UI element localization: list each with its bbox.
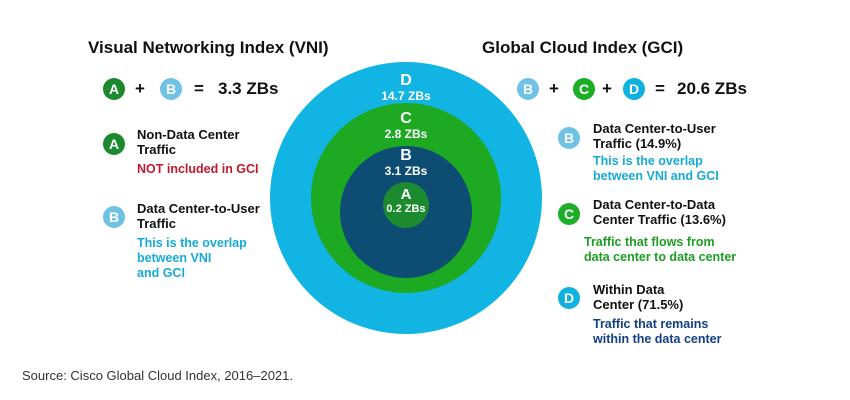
gci-item-c-badge: C [558, 203, 580, 225]
gci-eq-badge-b: B [517, 78, 539, 100]
vni-item-b-badge: B [103, 206, 125, 228]
gci-eq-badge-c: C [573, 78, 595, 100]
vni-eq-equals: = [194, 79, 204, 98]
gci-item-b-note: This is the overlap between VNI and GCI [593, 154, 793, 184]
gci-item-b-title-line2: Traffic (14.9%) [593, 136, 682, 151]
ring-a-letter: A [400, 186, 412, 203]
ring-a-value: 0.2 ZBs [386, 203, 426, 215]
ring-a-label: A 0.2 ZBs [376, 187, 436, 216]
gci-item-c-note: Traffic that flows from data center to d… [584, 235, 814, 265]
gci-title: Global Cloud Index (GCI) [482, 38, 684, 57]
gci-eq-badge-d: D [623, 78, 645, 100]
gci-item-b-badge: B [558, 127, 580, 149]
ring-b-letter: B [400, 147, 412, 164]
gci-item-b-title: Data Center-to-User Traffic (14.9%) [593, 121, 793, 151]
gci-item-d-title-line1: Within Data [593, 282, 665, 297]
vni-item-b-note-line2: between VNI [137, 251, 212, 265]
gci-item-b-note-line2: between VNI and GCI [593, 169, 719, 183]
vni-item-b-title-line1: Data Center-to-User [137, 201, 260, 216]
vni-eq-result: 3.3 ZBs [218, 79, 279, 98]
gci-item-c-note-line1: Traffic that flows from [584, 235, 715, 249]
ring-c-label: C 2.8 ZBs [366, 110, 446, 141]
vni-eq-badge-a: A [103, 78, 125, 100]
vni-title: Visual Networking Index (VNI) [88, 38, 329, 57]
gci-item-d-note: Traffic that remains within the data cen… [593, 317, 793, 347]
ring-d-value: 14.7 ZBs [381, 89, 431, 103]
vni-item-b-note-line1: This is the overlap [137, 236, 247, 250]
vni-eq-badge-b: B [160, 78, 182, 100]
ring-a [383, 182, 429, 228]
vni-item-a-title-line1: Non-Data Center [137, 127, 240, 142]
gci-eq-plus-1: + [549, 79, 559, 98]
ring-c-letter: C [400, 110, 412, 127]
gci-item-d-note-line1: Traffic that remains [593, 317, 709, 331]
vni-item-b-note-line3: and GCI [137, 266, 185, 280]
vni-item-b-title: Data Center-to-User Traffic [137, 201, 307, 231]
ring-d-label: D 14.7 ZBs [366, 72, 446, 103]
gci-item-b-note-line1: This is the overlap [593, 154, 703, 168]
vni-item-a-title-line2: Traffic [137, 142, 177, 157]
vni-item-a-note-line1: NOT included in GCI [137, 162, 259, 176]
vni-item-a-title: Non-Data Center Traffic [137, 127, 307, 157]
vni-item-a-badge: A [103, 133, 125, 155]
vni-item-b-note: This is the overlap between VNI and GCI [137, 236, 307, 281]
gci-item-d-badge: D [558, 287, 580, 309]
gci-item-b-title-line1: Data Center-to-User [593, 121, 716, 136]
gci-item-c-title-line2: Center Traffic (13.6%) [593, 212, 726, 227]
gci-item-c-note-line2: data center to data center [584, 250, 737, 264]
gci-eq-equals: = [655, 79, 665, 98]
ring-b-label: B 3.1 ZBs [366, 147, 446, 178]
ring-c-value: 2.8 ZBs [384, 127, 428, 141]
ring-b-value: 3.1 ZBs [384, 164, 428, 178]
gci-eq-plus-2: + [602, 79, 612, 98]
ring-d-letter: D [400, 72, 412, 89]
gci-item-c-title: Data Center-to-Data Center Traffic (13.6… [593, 197, 813, 227]
gci-item-d-note-line2: within the data center [593, 332, 722, 346]
vni-eq-plus: + [135, 79, 145, 98]
gci-item-d-title: Within Data Center (71.5%) [593, 282, 793, 312]
gci-item-d-title-line2: Center (71.5%) [593, 297, 684, 312]
gci-item-c-title-line1: Data Center-to-Data [593, 197, 716, 212]
gci-eq-result: 20.6 ZBs [677, 79, 747, 98]
vni-item-a-note: NOT included in GCI [137, 162, 307, 177]
source-caption: Source: Cisco Global Cloud Index, 2016–2… [22, 368, 294, 383]
vni-item-b-title-line2: Traffic [137, 216, 177, 231]
